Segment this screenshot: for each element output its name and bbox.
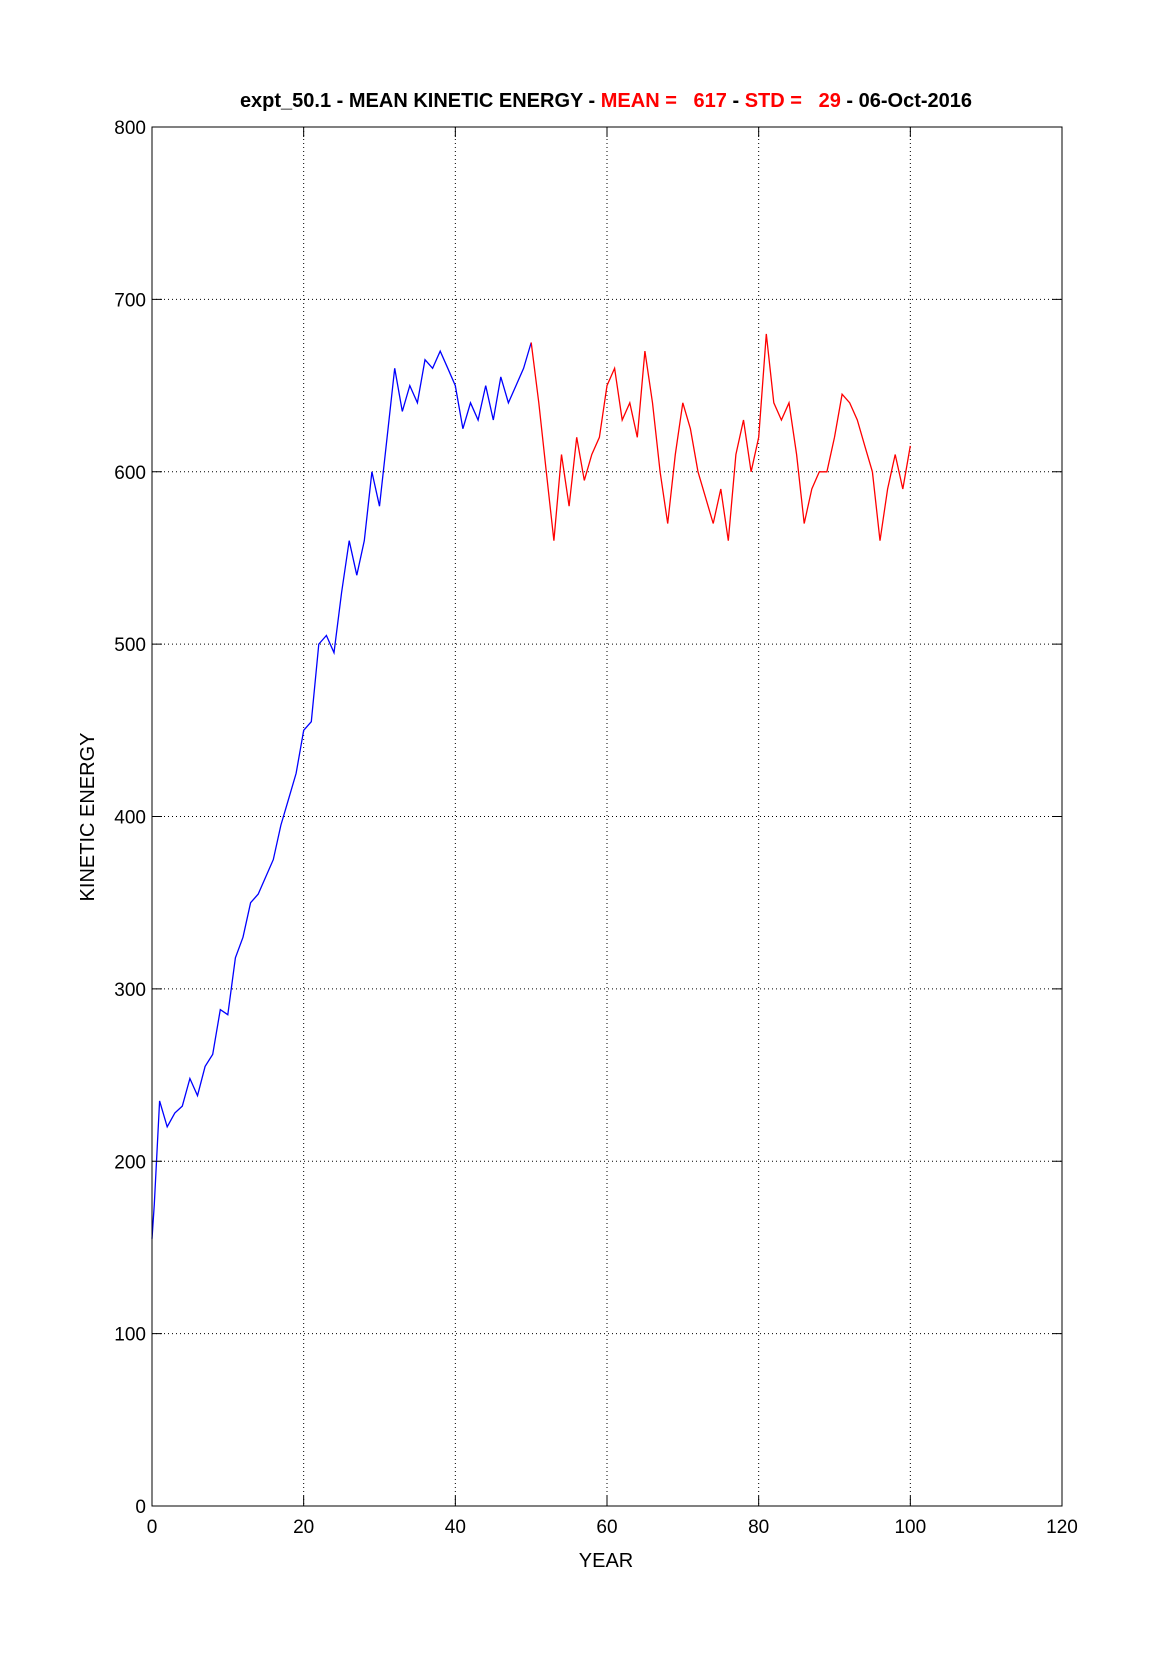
y-axis-label: KINETIC ENERGY xyxy=(77,733,99,902)
y-tick-label: 700 xyxy=(114,290,146,311)
x-tick-label: 20 xyxy=(293,1517,314,1538)
title-part: - xyxy=(727,90,745,112)
x-tick-label: 0 xyxy=(147,1517,158,1538)
x-tick-label: 40 xyxy=(445,1517,466,1538)
grid xyxy=(152,127,1062,1506)
title-part: MEAN = 617 xyxy=(601,90,727,112)
x-tick-label: 120 xyxy=(1046,1517,1078,1538)
y-tick-label: 0 xyxy=(135,1497,146,1518)
y-tick-label: 500 xyxy=(114,635,146,656)
ticks: 0 20 40 60 80 100 120 0 100 200 300 400 500 600 700 800 xyxy=(114,118,1078,1538)
y-tick-label: 600 xyxy=(114,463,146,484)
y-tick-label: 800 xyxy=(114,118,146,139)
title-part: expt_50.1 - MEAN KINETIC ENERGY - xyxy=(240,90,601,112)
y-tick-label: 100 xyxy=(114,1325,146,1346)
x-tick-label: 60 xyxy=(596,1517,617,1538)
series-line-0 xyxy=(151,342,532,1239)
title-part: - 06-Oct-2016 xyxy=(841,90,972,112)
x-tick-label: 100 xyxy=(894,1517,926,1538)
y-tick-label: 200 xyxy=(114,1152,146,1173)
series-line-1 xyxy=(530,333,911,541)
x-axis-label: YEAR xyxy=(579,1550,633,1572)
chart-title: expt_50.1 - MEAN KINETIC ENERGY - MEAN =… xyxy=(240,90,972,112)
title-part: STD = 29 xyxy=(745,90,841,112)
y-tick-label: 300 xyxy=(114,980,146,1001)
series-group xyxy=(151,333,911,1239)
x-tick-label: 80 xyxy=(748,1517,769,1538)
y-tick-label: 400 xyxy=(114,808,146,829)
